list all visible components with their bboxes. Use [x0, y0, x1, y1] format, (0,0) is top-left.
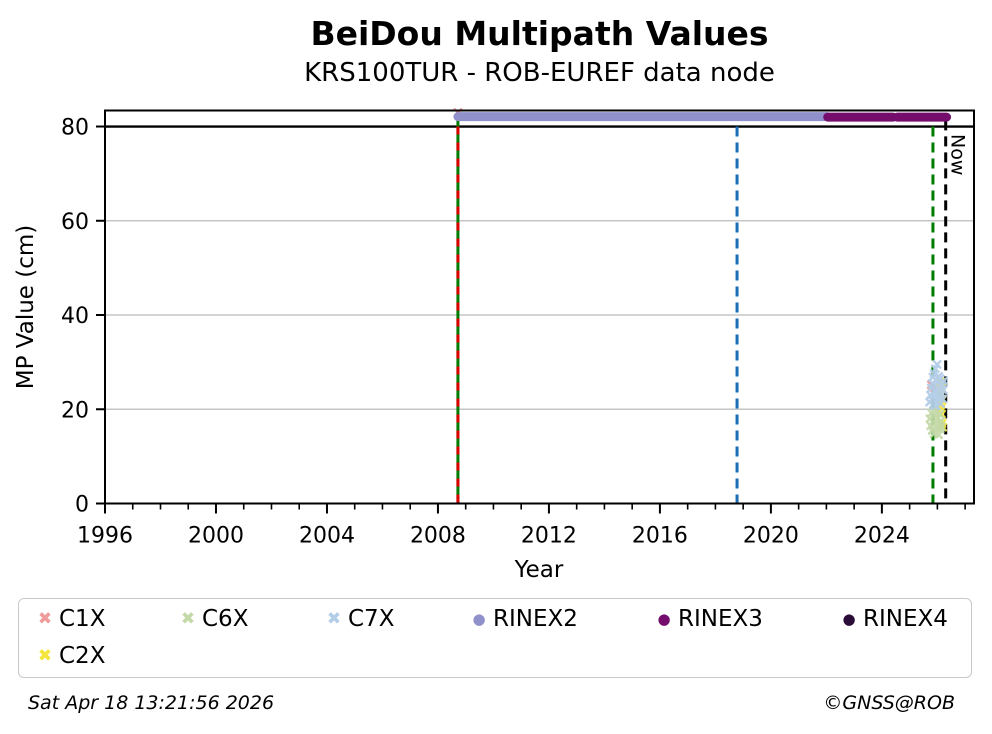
c1x-marker-icon: ✖: [37, 608, 53, 629]
legend-label: C1X: [59, 606, 106, 632]
now-label: Now: [947, 134, 969, 175]
x-tick-label: 2012: [521, 524, 577, 549]
rinex3-marker-icon: ●: [657, 609, 671, 628]
x-tick-label: 1996: [77, 524, 133, 549]
legend-label: C6X: [202, 606, 249, 632]
scatter-c1x: [453, 107, 940, 393]
x-tick-label: 2004: [299, 524, 355, 549]
legend-label: C7X: [348, 606, 395, 632]
y-tick-label: 20: [61, 398, 89, 423]
legend-label: RINEX2: [493, 606, 578, 632]
c6x-marker-icon: ✖: [180, 608, 196, 629]
x-tick-label: 2000: [188, 524, 244, 549]
legend-item-c2x: ✖ C2X: [35, 643, 106, 669]
scatter-c7x: [925, 360, 949, 410]
scatter-c6x: [925, 405, 946, 440]
y-tick-label: 40: [61, 304, 89, 329]
c7x-marker-icon: ✖: [326, 608, 342, 629]
page-subtitle: KRS100TUR - ROB-EUREF data node: [304, 58, 775, 88]
x-axis-label: Year: [514, 557, 564, 583]
legend-item-rinex3: ● RINEX3: [654, 606, 763, 632]
legend-item-rinex2: ● RINEX2: [469, 606, 578, 632]
legend-item-c1x: ✖ C1X: [35, 606, 106, 632]
multipath-chart: MP Value (cm) Year 1996 2000 2004 2008 2012 2…: [13, 107, 975, 583]
legend-label: C2X: [59, 643, 106, 669]
rinex4-marker-icon: ●: [842, 609, 856, 628]
legend-item-c7x: ✖ C7X: [324, 606, 395, 632]
gridlines: [105, 125, 974, 411]
legend-item-c6x: ✖ C6X: [178, 606, 249, 632]
x-tick-label: 2016: [632, 524, 688, 549]
x-tick-label: 2024: [854, 524, 910, 549]
timestamp: Sat Apr 18 13:21:56 2026: [28, 692, 275, 714]
x-axis-ticks: 1996 2000 2004 2008 2012 2016 2020 2024: [77, 504, 966, 549]
y-tick-label: 80: [61, 116, 89, 141]
y-tick-label: 60: [61, 210, 89, 235]
y-tick-label: 0: [75, 493, 89, 518]
plot-underlay: [104, 107, 975, 505]
page-title: BeiDou Multipath Values: [310, 14, 769, 53]
credit: ©GNSS@ROB: [823, 692, 955, 714]
y-axis-ticks: 0 20 40 60 80: [61, 116, 104, 518]
y-axis-label: MP Value (cm): [13, 225, 39, 390]
plot-frame: [104, 109, 975, 505]
c2x-marker-icon: ✖: [37, 645, 53, 666]
legend: ✖ C1X ✖ C6X ✖ C7X ● RINEX2 ● RINEX3 ● RINEX4 ✖ C2X: [18, 598, 972, 678]
x-tick-label: 2008: [410, 524, 466, 549]
legend-label: RINEX4: [863, 606, 948, 632]
legend-label: RINEX3: [678, 606, 763, 632]
x-tick-label: 2020: [743, 524, 799, 549]
legend-item-rinex4: ● RINEX4: [839, 606, 948, 632]
rinex2-marker-icon: ●: [472, 609, 486, 628]
